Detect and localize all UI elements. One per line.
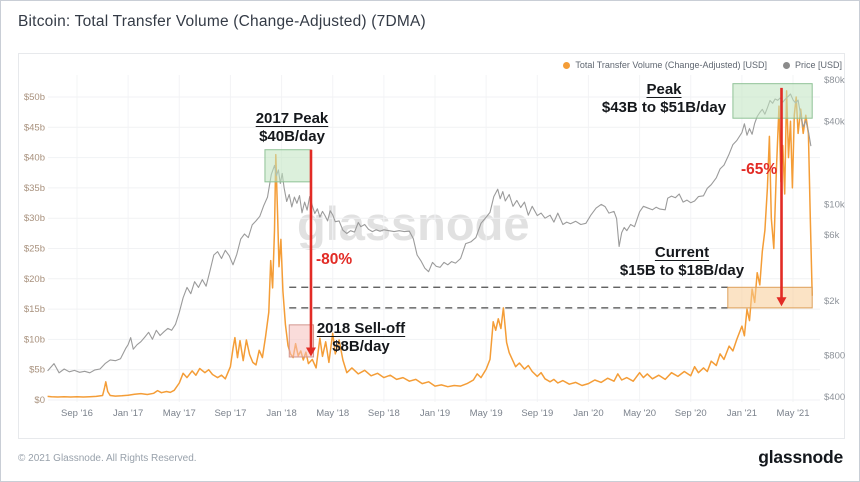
annotation-line: Current	[654, 244, 710, 261]
x-axis-tick-label: May '21	[777, 408, 810, 419]
x-axis-tick-label: Jan '17	[113, 408, 143, 419]
y-axis-left-tick-label: $15b	[24, 304, 45, 315]
current-range-box	[727, 286, 813, 309]
drop-65-label: -65%	[741, 161, 778, 178]
x-axis-tick-label: Sep '17	[214, 408, 246, 419]
x-axis-tick-label: Jan '20	[573, 408, 603, 419]
annotation-2018-selloff: 2018 Sell-off $8B/day	[303, 320, 419, 355]
x-axis-tick-label: Sep '20	[675, 408, 707, 419]
price-series-line	[47, 93, 812, 374]
annotation-current-range: Current $15B to $18B/day	[616, 244, 748, 279]
volume-legend-dot-icon	[563, 61, 571, 69]
y-axis-right-tick-label: $10k	[824, 199, 845, 210]
annotation-line: $40B/day	[259, 127, 325, 145]
annotation-line: 2018 Sell-off	[316, 320, 406, 337]
volume-series-line	[47, 90, 813, 398]
legend-label: Total Transfer Volume (Change-Adjusted) …	[575, 60, 767, 70]
annotation-2021-peak: Peak $43B to $51B/day	[598, 81, 730, 116]
chart-card	[18, 53, 845, 439]
annotation-line: Peak	[646, 81, 682, 98]
x-axis-tick-label: May '17	[163, 408, 196, 419]
annotation-2017-peak: 2017 Peak $40B/day	[240, 110, 344, 145]
y-axis-left-tick-label: $35b	[24, 183, 45, 194]
y-axis-right-tick-label: $40k	[824, 116, 845, 127]
peak-2017-box	[264, 149, 312, 183]
x-axis-tick-label: Sep '19	[521, 408, 553, 419]
y-axis-left-tick-label: $25b	[24, 244, 45, 255]
y-axis-left-tick-label: $40b	[24, 153, 45, 164]
y-axis-right-tick-label: $800	[824, 351, 845, 362]
annotation-line: $43B to $51B/day	[601, 98, 727, 116]
drop-65-arrow-head	[776, 297, 787, 307]
drop-80-label: -80%	[316, 251, 353, 268]
x-axis-tick-label: Jan '21	[727, 408, 757, 419]
legend-item-price[interactable]: Price [USD]	[782, 60, 842, 70]
x-axis-tick-label: Sep '18	[368, 408, 400, 419]
y-axis-left-tick-label: $10b	[24, 334, 45, 345]
y-axis-left-tick-label: $0	[34, 395, 45, 406]
chart-legend: Total Transfer Volume (Change-Adjusted) …	[563, 60, 842, 70]
y-axis-right-tick-label: $80k	[824, 75, 845, 86]
annotation-line: $8B/day	[332, 337, 390, 355]
x-axis-tick-label: Sep '16	[61, 408, 93, 419]
y-axis-right-tick-label: $6k	[824, 230, 840, 241]
x-axis-tick-label: Jan '18	[266, 408, 296, 419]
y-axis-right-tick-label: $400	[824, 392, 845, 403]
x-axis-tick-label: May '20	[623, 408, 656, 419]
y-axis-left-tick-label: $20b	[24, 274, 45, 285]
x-axis-tick-label: May '19	[470, 408, 503, 419]
x-axis-tick-label: Jan '19	[420, 408, 450, 419]
x-axis-tick-label: May '18	[316, 408, 349, 419]
y-axis-left-tick-label: $30b	[24, 213, 45, 224]
drop-80-arrow-head	[305, 347, 316, 357]
glassnode-logo: glassnode	[758, 447, 843, 467]
y-axis-left-tick-label: $45b	[24, 122, 45, 133]
legend-label: Price [USD]	[794, 60, 842, 70]
annotation-line: 2017 Peak	[255, 110, 329, 127]
legend-item-transfer-volume[interactable]: Total Transfer Volume (Change-Adjusted) …	[563, 60, 767, 70]
peak-2021-box	[732, 83, 813, 119]
y-axis-left-tick-label: $50b	[24, 92, 45, 103]
page-title: Bitcoin: Total Transfer Volume (Change-A…	[18, 13, 426, 30]
annotation-line: $15B to $18B/day	[619, 261, 745, 279]
copyright-text: © 2021 Glassnode. All Rights Reserved.	[18, 453, 197, 464]
y-axis-right-tick-label: $2k	[824, 296, 840, 307]
y-axis-left-tick-label: $5b	[29, 365, 45, 376]
price-legend-dot-icon	[782, 61, 790, 69]
